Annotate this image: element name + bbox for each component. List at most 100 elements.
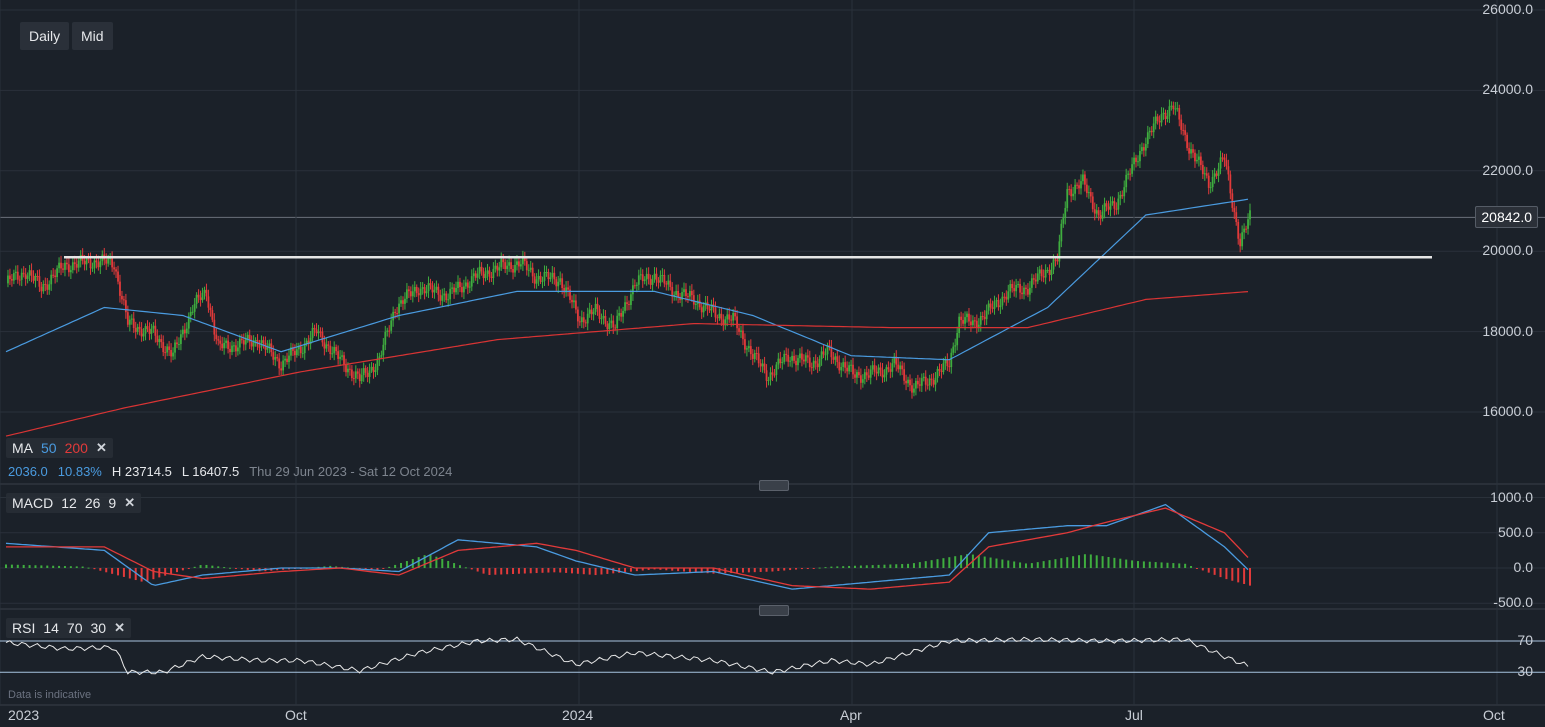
macd-histogram-bar: [1166, 562, 1169, 568]
candle-body: [1042, 276, 1045, 278]
candle-body: [191, 311, 194, 313]
candle-body: [777, 358, 780, 365]
macd-histogram-bar: [93, 568, 96, 570]
candle-body: [1203, 173, 1206, 175]
macd-param-signal: 9: [108, 495, 117, 511]
candle-body: [555, 279, 558, 287]
candle-body: [480, 266, 483, 272]
candle-body: [136, 326, 139, 332]
candle-body: [734, 312, 737, 317]
candle-body: [753, 353, 756, 359]
panel-resize-handle[interactable]: [759, 480, 789, 491]
candle-body: [1144, 144, 1147, 151]
candle-body: [757, 353, 760, 364]
candle-body: [197, 294, 200, 298]
macd-histogram-bar: [329, 565, 332, 568]
candle-body: [519, 264, 522, 267]
candle-body: [547, 272, 550, 280]
candle-body: [865, 372, 868, 376]
candle-body: [806, 355, 809, 358]
macd-histogram-bar: [1019, 562, 1022, 568]
candle-body: [170, 349, 172, 357]
candle-body: [441, 295, 444, 301]
candle-body: [349, 368, 351, 370]
candle-body: [797, 358, 799, 366]
macd-histogram-bar: [918, 562, 921, 568]
candle-body: [600, 318, 603, 320]
candle-body: [150, 328, 153, 334]
candle-body: [905, 380, 907, 384]
macd-histogram-bar: [795, 568, 798, 570]
candle-body: [178, 344, 180, 346]
macd-histogram-bar: [883, 564, 886, 568]
candle-body: [665, 283, 668, 285]
macd-histogram-bar: [500, 568, 503, 575]
candle-body: [630, 294, 632, 306]
candle-body: [9, 275, 11, 280]
candle-body: [176, 342, 178, 345]
macd-histogram-bar: [842, 566, 845, 568]
candle-body: [1245, 228, 1247, 230]
close-icon[interactable]: ✕: [95, 440, 107, 455]
candle-body: [785, 353, 788, 355]
candle-body: [816, 363, 819, 368]
candle-body: [820, 351, 823, 360]
candle-body: [415, 286, 418, 294]
candle-body: [238, 338, 241, 348]
candle-body: [119, 281, 121, 296]
candle-body: [826, 345, 829, 355]
candle-body: [1097, 210, 1100, 216]
macd-histogram-bar: [470, 568, 473, 570]
candle-body: [132, 318, 135, 328]
macd-histogram-bar: [535, 568, 538, 574]
interval-button[interactable]: Daily: [20, 22, 70, 50]
candle-body: [1048, 269, 1051, 275]
candle-body: [635, 284, 638, 286]
macd-histogram-bar: [282, 568, 285, 570]
macd-histogram-bar: [246, 568, 249, 570]
candle-body: [1201, 164, 1204, 175]
candle-body: [1150, 130, 1153, 133]
panel-resize-handle[interactable]: [759, 605, 789, 616]
macd-histogram-bar: [229, 567, 232, 569]
macd-legend: MACD 12 26 9 ✕: [6, 493, 142, 513]
macd-histogram-bar: [181, 568, 184, 571]
macd-histogram-bar: [205, 564, 208, 568]
macd-histogram-bar: [1001, 559, 1004, 568]
candle-body: [793, 355, 795, 361]
candle-body: [1085, 184, 1088, 194]
macd-histogram-bar: [105, 568, 108, 573]
candle-body: [751, 354, 754, 359]
macd-histogram-bar: [612, 568, 615, 574]
candle-body: [975, 320, 978, 328]
candle-body: [523, 257, 526, 262]
candle-body: [1105, 203, 1108, 207]
candle-body: [1005, 296, 1008, 300]
candle-body: [747, 346, 750, 349]
candle-body: [1009, 283, 1012, 292]
close-icon[interactable]: ✕: [114, 620, 125, 635]
candle-body: [1178, 108, 1181, 120]
candle-body: [1040, 269, 1043, 277]
macd-histogram-bar: [1148, 561, 1151, 568]
candle-body: [484, 273, 487, 279]
candle-body: [1030, 278, 1033, 288]
price-type-button[interactable]: Mid: [72, 22, 113, 50]
candle-body: [10, 279, 13, 281]
macd-histogram-bar: [653, 568, 656, 570]
candle-body: [1186, 134, 1189, 149]
candle-body: [225, 340, 228, 343]
candle-body: [637, 275, 640, 285]
candle-body: [1058, 241, 1061, 262]
candle-body: [449, 288, 452, 300]
candle-body: [40, 286, 43, 292]
close-icon[interactable]: ✕: [124, 495, 136, 510]
candle-body: [1133, 157, 1135, 165]
candle-body: [492, 268, 495, 278]
candle-body: [341, 355, 343, 357]
candle-body: [1156, 116, 1159, 121]
macd-histogram-bar: [559, 568, 562, 573]
candle-body: [1229, 174, 1232, 194]
candle-body: [411, 291, 414, 297]
